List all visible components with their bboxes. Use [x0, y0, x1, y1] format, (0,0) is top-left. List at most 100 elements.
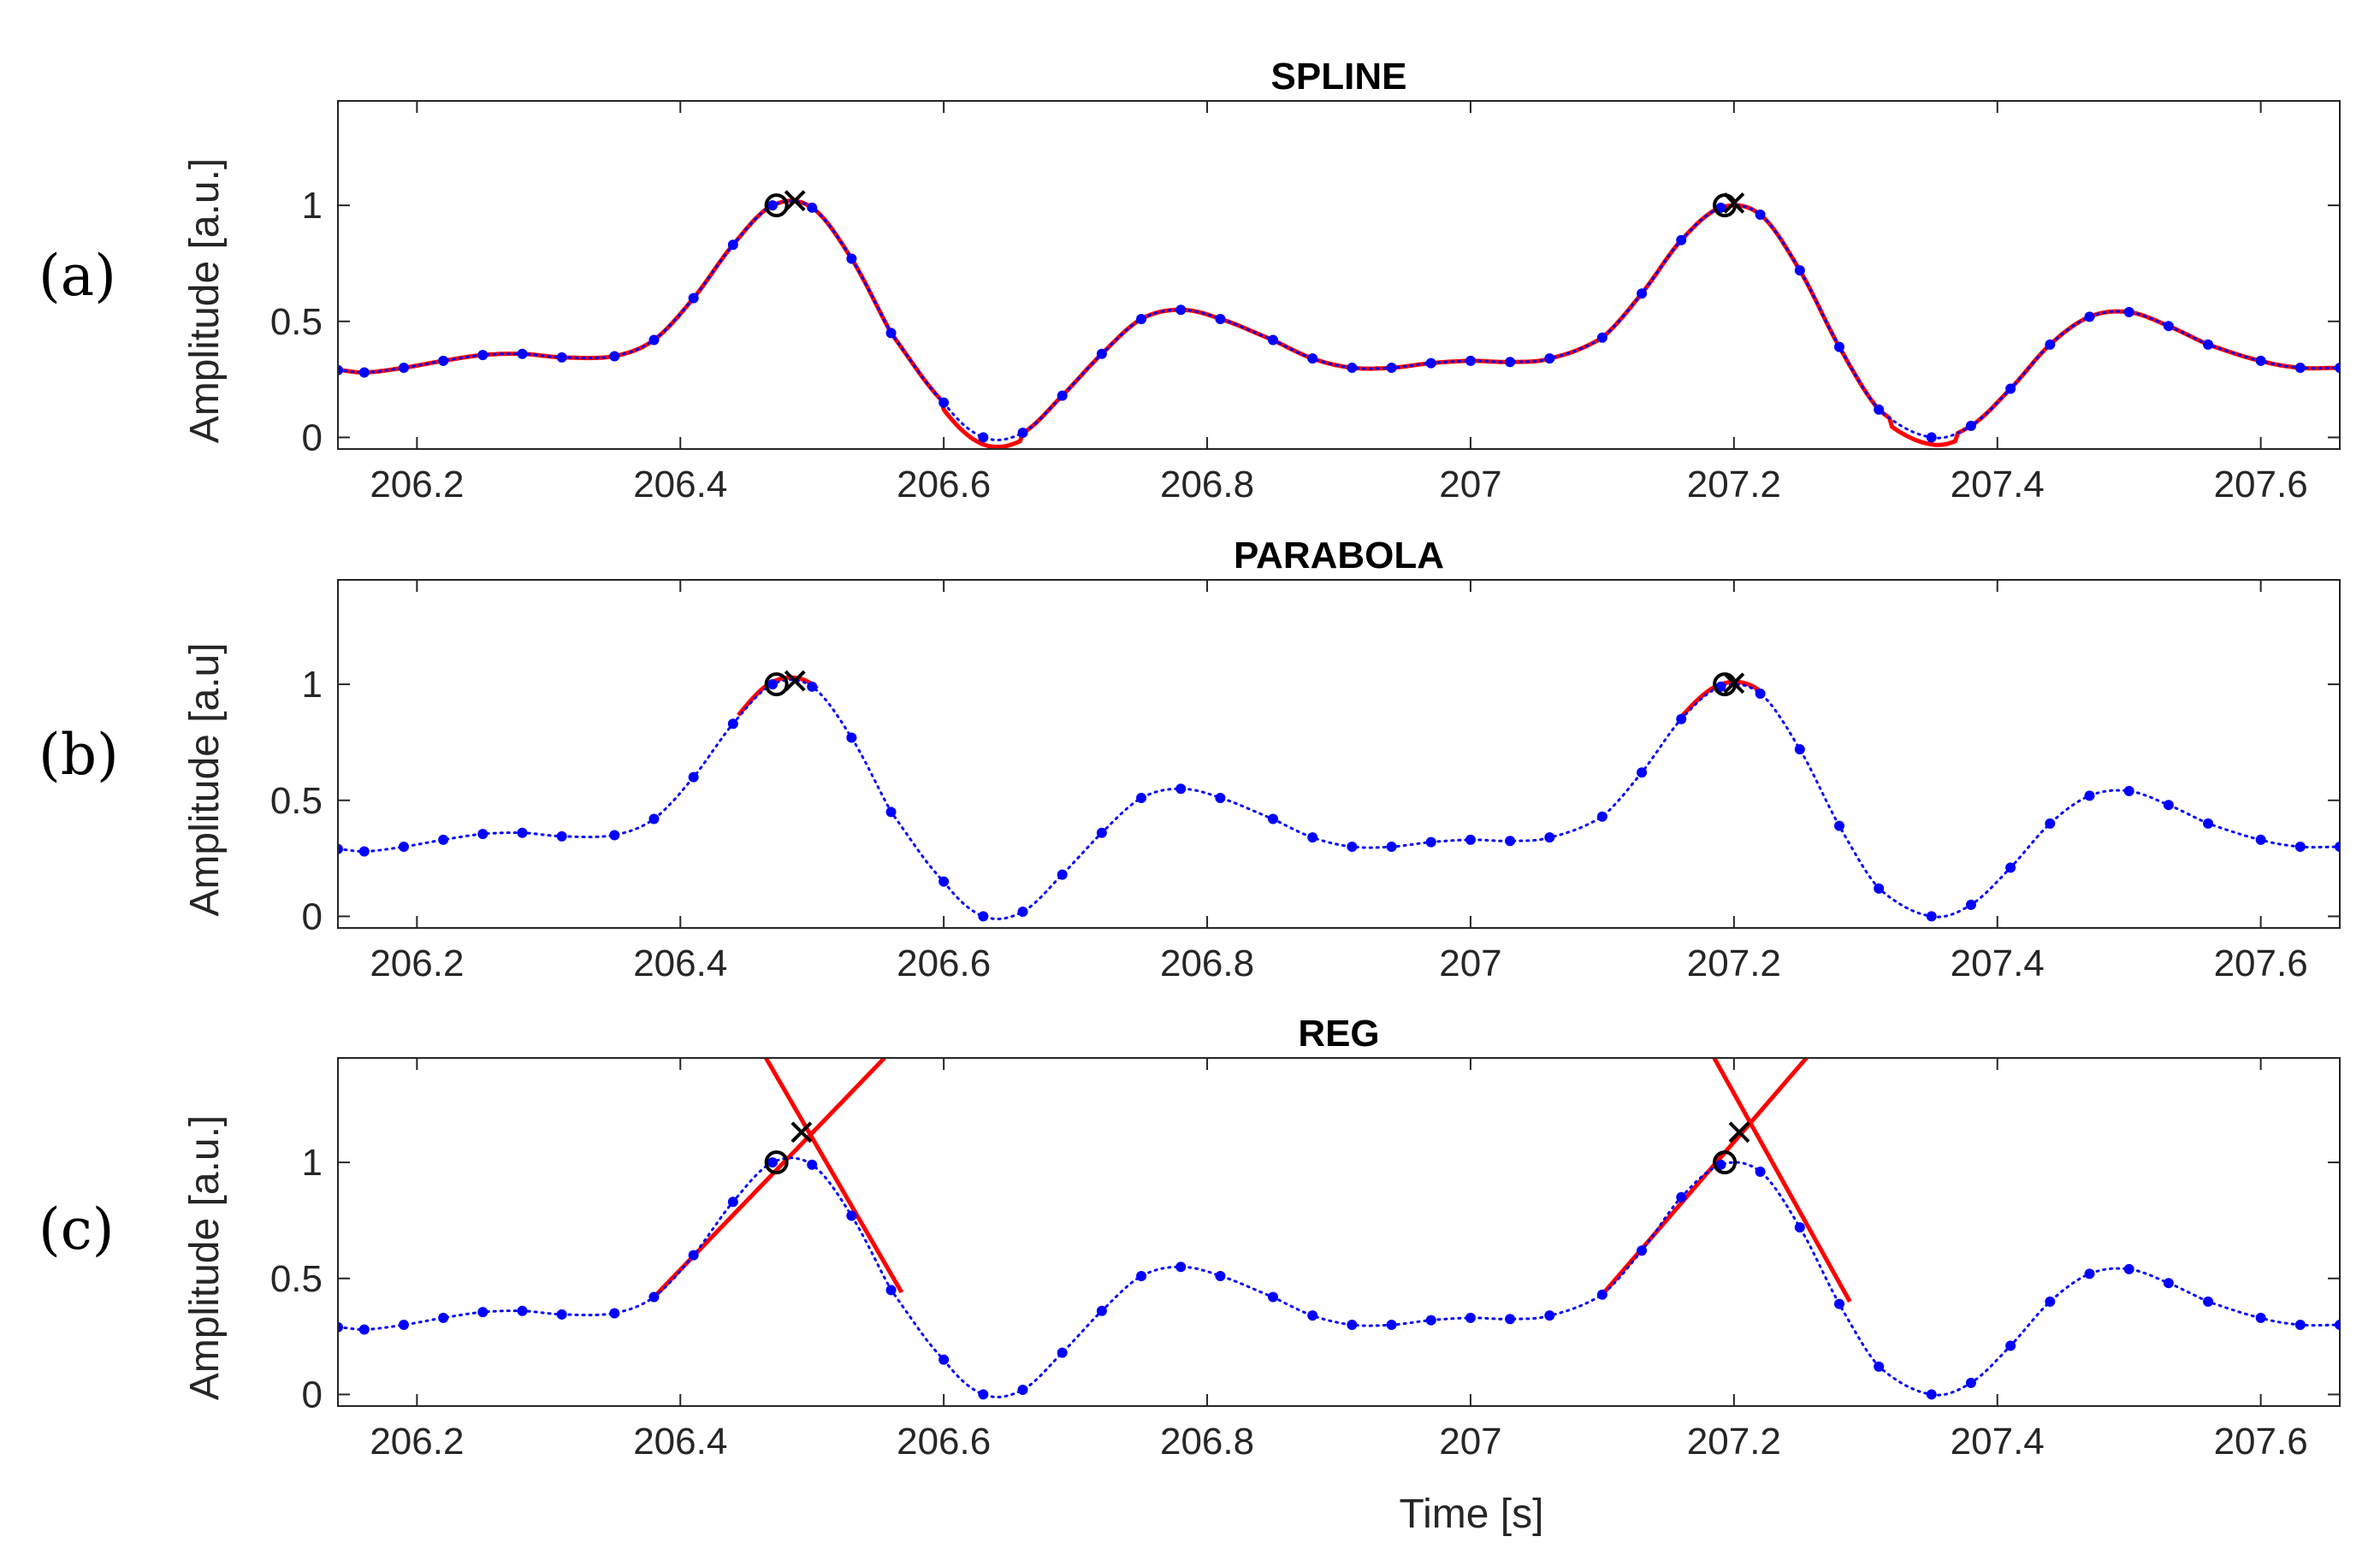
signal-point: [1965, 1377, 1976, 1388]
signal-point: [2203, 339, 2214, 350]
signal-point: [1874, 883, 1885, 894]
signal-point: [358, 367, 370, 378]
signal-point: [1347, 842, 1358, 853]
signal-point: [1425, 1315, 1436, 1326]
signal-point: [938, 397, 950, 408]
x-tick-label: 206.8: [1160, 1421, 1254, 1463]
signal-point: [1386, 842, 1397, 853]
x-tick-label: 207: [1439, 1421, 1501, 1463]
signal-point: [1965, 899, 1976, 910]
signal-point: [609, 830, 620, 841]
x-tick-label: 207.2: [1687, 943, 1781, 984]
parabola-fit-line: [737, 675, 820, 717]
signal-point: [648, 813, 660, 824]
y-axis-label-b: Amplitude [a.u]: [182, 642, 228, 916]
panel-a: SPLINE Amplitude [a.u.] 206.2 206.4 206.6 206…: [182, 56, 2341, 505]
signal-point: [938, 876, 950, 887]
signal-point: [1057, 869, 1068, 880]
signal-point: [517, 348, 528, 359]
x-tick-label: 207.2: [1687, 464, 1781, 505]
signal-point: [2123, 785, 2134, 796]
x-tick-label: 207.4: [1951, 464, 2045, 505]
axes-box-b: [337, 579, 2341, 929]
signal-point: [2084, 1268, 2095, 1279]
x-tick-label: 206.4: [633, 943, 727, 984]
signal-point: [1307, 353, 1318, 364]
signal-point: [1637, 1245, 1648, 1256]
peak-circle-marker: [764, 1150, 789, 1175]
signal-point: [1505, 836, 1516, 847]
y-tick-label: 0.5: [270, 1258, 323, 1300]
signal-point: [767, 200, 779, 211]
signal-point: [1596, 332, 1607, 343]
signal-point: [2123, 1263, 2134, 1274]
signal-point: [1268, 813, 1279, 824]
x-tick-label: 207.6: [2214, 464, 2308, 505]
signal-point: [1834, 341, 1844, 352]
signal-point: [1215, 314, 1226, 325]
y-tick-label: 0: [302, 1374, 323, 1415]
peak-circle-marker: [764, 193, 789, 218]
signal-point: [1505, 1314, 1516, 1325]
signal-point: [1715, 1159, 1726, 1170]
peak-cross-marker: [784, 670, 806, 692]
signal-point: [1096, 827, 1107, 838]
x-tick-label: 206.6: [897, 1421, 991, 1463]
signal-point: [2045, 1296, 2056, 1307]
y-tick-label: 0: [302, 895, 323, 937]
signal-point: [1874, 1361, 1885, 1372]
x-tick-label: 206.2: [370, 1421, 464, 1463]
signal-point: [1715, 202, 1726, 213]
signal-point: [1676, 713, 1687, 724]
signal-point: [1096, 348, 1107, 359]
plot-area-c: [338, 1058, 2340, 1400]
signal-point: [1676, 234, 1687, 245]
signal-point: [938, 1354, 950, 1365]
regression-line: [1601, 1058, 1809, 1297]
signal-point: [1175, 783, 1187, 795]
signal-point: [978, 432, 989, 443]
signal-point: [1057, 390, 1068, 401]
signal-line: [338, 199, 2339, 442]
signal-point: [398, 842, 409, 853]
chart-title-b: PARABOLA: [1234, 535, 1444, 576]
y-tick-label: 1: [302, 185, 323, 227]
signal-point: [517, 827, 528, 838]
signal-point: [727, 239, 738, 251]
signal-point: [477, 350, 488, 361]
signal-point: [2335, 1320, 2340, 1331]
signal-point: [556, 830, 567, 842]
signal-point: [2005, 862, 2016, 873]
signal-point: [1017, 907, 1028, 918]
signal-point: [1096, 1305, 1107, 1316]
signal-point: [517, 1305, 528, 1316]
panel-label-a: (a): [38, 243, 116, 309]
panel-b: PARABOLA Amplitude [a.u] 206.2 206.4 206.6 20…: [182, 535, 2341, 984]
signal-point: [1017, 428, 1028, 439]
signal-point: [767, 1157, 779, 1168]
signal-point: [2005, 1340, 2016, 1351]
x-tick-label: 206.6: [897, 464, 991, 505]
signal-point: [609, 1308, 620, 1319]
signal-point: [807, 202, 818, 213]
signal-point: [1175, 304, 1187, 316]
signal-point: [477, 829, 488, 840]
y-tick-label: 0.5: [270, 301, 323, 343]
signal-line: [338, 1156, 2339, 1399]
signal-point: [438, 834, 449, 845]
y-axis-label-a: Amplitude [a.u.]: [182, 158, 228, 444]
x-tick-label: 206.8: [1160, 943, 1254, 984]
signal-point: [2294, 1320, 2306, 1331]
signal-point: [727, 1197, 738, 1208]
signal-point: [2084, 311, 2095, 322]
signal-point: [767, 679, 779, 690]
signal-point: [1676, 1191, 1687, 1203]
signal-point: [1794, 1222, 1805, 1233]
x-tick-label: 206.2: [370, 464, 464, 505]
signal-point: [1307, 832, 1318, 843]
signal-point: [2203, 1296, 2214, 1307]
x-tick-label: 207.4: [1951, 1421, 2045, 1463]
signal-point: [1544, 832, 1555, 843]
signal-point: [1715, 681, 1726, 692]
chart-title-c: REG: [1298, 1013, 1379, 1055]
